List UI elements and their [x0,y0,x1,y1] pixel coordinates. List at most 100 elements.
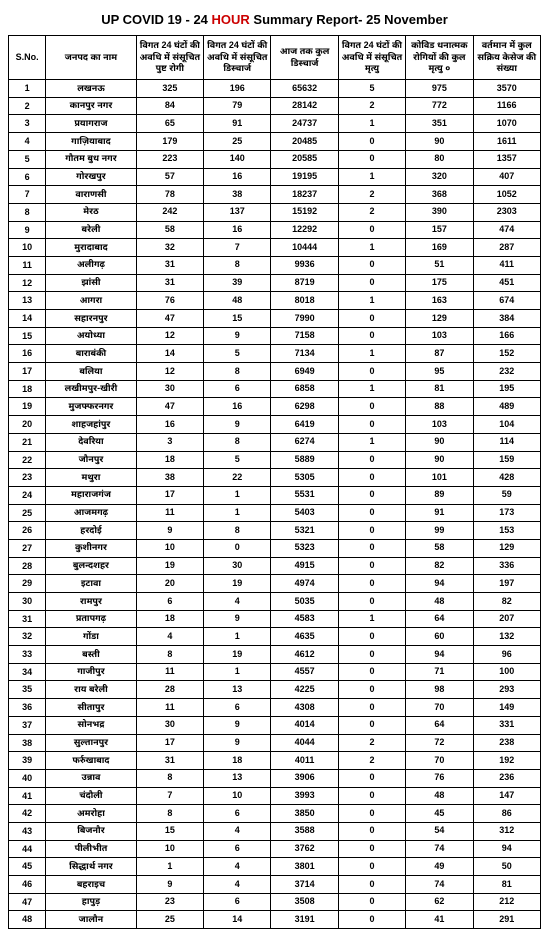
value-cell: 5305 [271,469,338,487]
district-cell: फर्रुखाबाद [46,752,136,770]
table-row: 15अयोध्या12971580103166 [9,327,541,345]
value-cell: 0 [338,256,405,274]
value-cell: 49 [406,858,473,876]
value-cell: 0 [338,274,405,292]
table-row: 14सहारनपुर471579900129384 [9,310,541,328]
value-cell: 48 [204,292,271,310]
district-cell: जालौन [46,911,136,929]
value-cell: 0 [338,469,405,487]
value-cell: 10 [136,539,203,557]
value-cell: 91 [204,115,271,133]
value-cell: 14 [136,345,203,363]
table-row: 3प्रयागराज65912473713511070 [9,115,541,133]
district-cell: मथुरा [46,469,136,487]
value-cell: 58 [406,539,473,557]
sno-cell: 3 [9,115,46,133]
value-cell: 22 [204,469,271,487]
value-cell: 11 [136,663,203,681]
value-cell: 351 [406,115,473,133]
value-cell: 81 [406,380,473,398]
value-cell: 8 [204,363,271,381]
value-cell: 15 [136,822,203,840]
value-cell: 101 [406,469,473,487]
value-cell: 16 [136,416,203,434]
value-cell: 1052 [473,186,540,204]
district-cell: प्रतापगढ़ [46,610,136,628]
value-cell: 4 [204,876,271,894]
value-cell: 132 [473,628,540,646]
value-cell: 0 [338,522,405,540]
sno-cell: 11 [9,256,46,274]
value-cell: 51 [406,256,473,274]
value-cell: 1357 [473,150,540,168]
value-cell: 9 [136,522,203,540]
district-cell: आगरा [46,292,136,310]
value-cell: 78 [136,186,203,204]
table-row: 42अमरोहा86385004586 [9,805,541,823]
value-cell: 152 [473,345,540,363]
table-row: 29इटावा20194974094197 [9,575,541,593]
value-cell: 103 [406,416,473,434]
value-cell: 293 [473,681,540,699]
sno-cell: 37 [9,716,46,734]
value-cell: 19 [204,646,271,664]
value-cell: 166 [473,327,540,345]
district-cell: गोरखपुर [46,168,136,186]
value-cell: 4225 [271,681,338,699]
value-cell: 5 [204,345,271,363]
table-row: 27कुशीनगर1005323058129 [9,539,541,557]
value-cell: 2 [338,186,405,204]
value-cell: 4 [204,858,271,876]
value-cell: 59 [473,486,540,504]
value-cell: 1 [338,239,405,257]
value-cell: 336 [473,557,540,575]
district-cell: प्रयागराज [46,115,136,133]
value-cell: 3714 [271,876,338,894]
table-header-row: S.No.जनपद का नामविगत 24 घंटों की अवधि मे… [9,36,541,80]
value-cell: 149 [473,699,540,717]
value-cell: 0 [338,539,405,557]
sno-cell: 10 [9,239,46,257]
sno-cell: 13 [9,292,46,310]
value-cell: 20 [136,575,203,593]
district-cell: बस्ती [46,646,136,664]
district-cell: गौतम बुध नगर [46,150,136,168]
sno-cell: 26 [9,522,46,540]
sno-cell: 19 [9,398,46,416]
value-cell: 153 [473,522,540,540]
value-cell: 291 [473,911,540,929]
value-cell: 38 [204,186,271,204]
value-cell: 179 [136,133,203,151]
district-cell: बुलन्दशहर [46,557,136,575]
value-cell: 0 [338,593,405,611]
value-cell: 192 [473,752,540,770]
value-cell: 88 [406,398,473,416]
value-cell: 6949 [271,363,338,381]
value-cell: 368 [406,186,473,204]
table-row: 23मथुरा382253050101428 [9,469,541,487]
value-cell: 0 [338,681,405,699]
value-cell: 82 [406,557,473,575]
table-row: 11अलीगढ़3189936051411 [9,256,541,274]
value-cell: 48 [406,593,473,611]
district-cell: कुशीनगर [46,539,136,557]
value-cell: 0 [338,150,405,168]
sno-cell: 21 [9,433,46,451]
value-cell: 9 [204,416,271,434]
value-cell: 137 [204,203,271,221]
value-cell: 6 [204,699,271,717]
district-cell: इटावा [46,575,136,593]
value-cell: 7 [204,239,271,257]
value-cell: 4583 [271,610,338,628]
value-cell: 0 [338,663,405,681]
value-cell: 320 [406,168,473,186]
value-cell: 12 [136,327,203,345]
value-cell: 0 [338,486,405,504]
table-row: 40उन्नाव8133906076236 [9,769,541,787]
value-cell: 1 [338,345,405,363]
value-cell: 6298 [271,398,338,416]
value-cell: 58 [136,221,203,239]
value-cell: 0 [338,769,405,787]
value-cell: 772 [406,97,473,115]
title-part2: Summary Report- 25 November [250,12,448,27]
